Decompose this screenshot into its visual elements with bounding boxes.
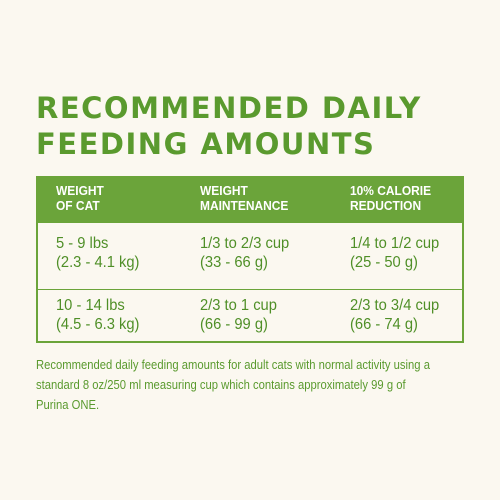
cell-line: (33 - 66 g) bbox=[200, 254, 268, 271]
cell-line: 2/3 to 1 cup bbox=[200, 297, 277, 314]
cell-cat-weight: 5 - 9 lbs (2.3 - 4.1 kg) bbox=[56, 234, 139, 272]
header-line: WEIGHT bbox=[200, 183, 248, 198]
cell-reduction-amount: 2/3 to 3/4 cup (66 - 74 g) bbox=[350, 296, 439, 334]
cell-line: (66 - 99 g) bbox=[200, 316, 268, 333]
cell-line: 1/3 to 2/3 cup bbox=[200, 235, 290, 252]
cell-line: (4.5 - 6.3 kg) bbox=[56, 316, 140, 333]
cell-maintenance-amount: 2/3 to 1 cup (66 - 99 g) bbox=[200, 296, 277, 334]
cell-maintenance-amount: 1/3 to 2/3 cup (33 - 66 g) bbox=[200, 234, 289, 272]
cell-line: (25 - 50 g) bbox=[350, 254, 418, 271]
header-line: OF CAT bbox=[56, 198, 100, 213]
cell-line: (66 - 74 g) bbox=[350, 316, 418, 333]
header-line: WEIGHT bbox=[56, 183, 104, 198]
cell-line: 2/3 to 3/4 cup bbox=[350, 297, 440, 314]
cell-line: 5 - 9 lbs bbox=[56, 235, 109, 252]
cell-line: 1/4 to 1/2 cup bbox=[350, 235, 440, 252]
header-weight-of-cat: WEIGHT OF CAT bbox=[56, 183, 104, 213]
header-line: 10% CALORIE bbox=[350, 183, 432, 198]
feeding-table: WEIGHT OF CAT WEIGHT MAINTENANCE 10% CAL… bbox=[36, 176, 464, 343]
page-title: RECOMMENDED DAILY FEEDING AMOUNTS bbox=[36, 90, 422, 162]
table-row: 5 - 9 lbs (2.3 - 4.1 kg) 1/3 to 2/3 cup … bbox=[38, 228, 462, 288]
title-line-1: RECOMMENDED DAILY bbox=[36, 91, 422, 125]
header-calorie-reduction: 10% CALORIE REDUCTION bbox=[350, 183, 431, 213]
table-row: 10 - 14 lbs (4.5 - 6.3 kg) 2/3 to 1 cup … bbox=[38, 290, 462, 342]
header-weight-maintenance: WEIGHT MAINTENANCE bbox=[200, 183, 288, 213]
header-line: REDUCTION bbox=[350, 198, 422, 213]
cell-line: 10 - 14 lbs bbox=[56, 297, 125, 314]
table-header: WEIGHT OF CAT WEIGHT MAINTENANCE 10% CAL… bbox=[38, 178, 462, 223]
title-line-2: FEEDING AMOUNTS bbox=[36, 127, 376, 161]
cell-reduction-amount: 1/4 to 1/2 cup (25 - 50 g) bbox=[350, 234, 439, 272]
header-line: MAINTENANCE bbox=[200, 198, 289, 213]
row-divider bbox=[38, 289, 462, 290]
footnote: Recommended daily feeding amounts for ad… bbox=[36, 358, 430, 412]
cell-cat-weight: 10 - 14 lbs (4.5 - 6.3 kg) bbox=[56, 296, 139, 334]
cell-line: (2.3 - 4.1 kg) bbox=[56, 254, 140, 271]
